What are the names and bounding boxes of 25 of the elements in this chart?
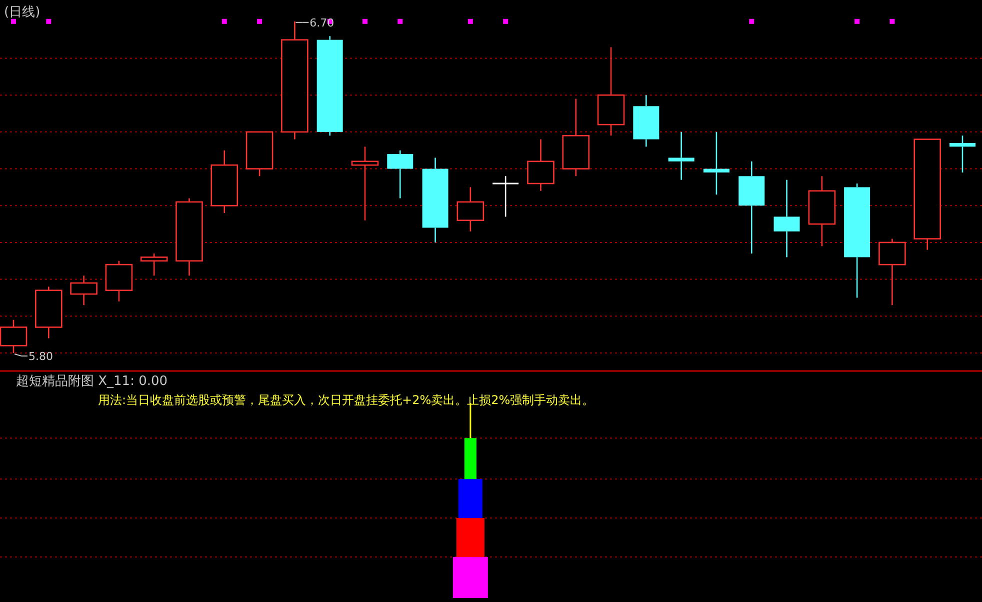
candlestick (668, 131, 694, 180)
candlestick (808, 175, 836, 247)
candlestick (316, 35, 343, 136)
candlestick (456, 186, 484, 232)
candlestick (527, 138, 554, 192)
candlestick (422, 157, 448, 244)
annotation: 6.70 (310, 16, 334, 30)
annotation: 用法:当日收盘前选股或预警，尾盘买入，次日开盘挂委托+2%卖出。止损2%强制手动卖出。 (98, 393, 594, 407)
candlestick (562, 98, 590, 177)
candlestick (774, 179, 800, 258)
candlestick (281, 20, 308, 140)
candlestick (210, 150, 238, 214)
candlestick (597, 46, 625, 136)
candlestick (351, 146, 379, 222)
chart-title: 超短精品附图 X_11: 0.00 (16, 374, 168, 389)
candlestick (633, 94, 660, 148)
candlestick (878, 238, 906, 306)
candlestick (703, 131, 730, 196)
candlestick (738, 160, 765, 254)
candlestick (35, 286, 62, 339)
candlestick (387, 150, 414, 199)
candlestick (176, 198, 203, 276)
chart-title: (日线) (4, 5, 40, 20)
annotation: 5.80 (28, 350, 53, 363)
candlestick (70, 274, 98, 306)
